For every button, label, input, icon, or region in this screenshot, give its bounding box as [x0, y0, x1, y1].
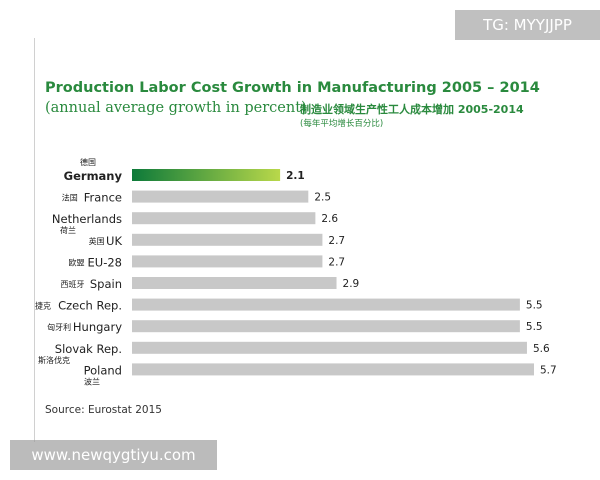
category-label-cn-germany: 德国: [80, 157, 96, 167]
value-label-slovak-rep: 5.6: [533, 343, 550, 355]
category-label-cn-poland: 波兰: [84, 376, 100, 386]
value-label-poland: 5.7: [540, 364, 557, 376]
source-note: Source: Eurostat 2015: [45, 404, 162, 416]
bar-germany: [132, 169, 281, 181]
category-label-netherlands: Netherlands: [52, 212, 122, 226]
bar-netherlands: [132, 212, 316, 225]
bar-spain: [132, 277, 337, 289]
category-label-cn-spain: 西班牙: [61, 279, 85, 289]
chart-title-cn: 制造业领域生产性工人成本增加 2005-2014: [300, 103, 524, 116]
category-label-cn-czech-rep: 捷克: [35, 301, 51, 311]
category-label-poland: Poland: [84, 363, 122, 377]
bar-hungary: [132, 320, 520, 333]
category-label-hungary: Hungary: [73, 320, 122, 334]
value-label-czech-rep: 5.5: [526, 300, 543, 312]
value-label-eu-28: 2.7: [328, 256, 345, 268]
category-label-cn-hungary: 匈牙利: [47, 322, 71, 332]
category-label-cn-france: 法国: [62, 193, 78, 203]
chart-title: Production Labor Cost Growth in Manufact…: [45, 80, 540, 96]
category-label-france: France: [84, 191, 122, 205]
bar-poland: [132, 363, 534, 376]
bar-slovak-rep: [132, 341, 527, 354]
bar-eu-28: [132, 255, 323, 268]
category-label-cn-slovak-rep: 斯洛伐克: [38, 355, 70, 365]
category-label-spain: Spain: [90, 277, 122, 291]
category-label-eu-28: EU-28: [88, 255, 122, 269]
watermark: www.newqygtiyu.com: [10, 440, 217, 470]
value-label-hungary: 5.5: [526, 321, 543, 333]
category-label-czech-rep: Czech Rep.: [58, 299, 122, 313]
chart-subtitle-cn: (每年平均增长百分比): [300, 119, 384, 129]
category-label-uk: UK: [106, 234, 122, 248]
category-label-cn-eu-28: 欧盟: [69, 257, 85, 267]
bar-france: [132, 190, 309, 203]
value-label-spain: 2.9: [343, 278, 360, 290]
value-label-uk: 2.7: [328, 235, 345, 247]
value-label-netherlands: 2.6: [321, 213, 338, 225]
chart-subtitle: (annual average growth in percent): [45, 100, 307, 116]
left-divider-line: [34, 38, 35, 442]
category-label-cn-uk: 英国: [89, 236, 105, 246]
bar-czech-rep: [132, 298, 520, 311]
value-label-germany: 2.1: [286, 170, 305, 182]
bar-uk: [132, 233, 323, 246]
tg-badge: TG: MYYJJPP: [455, 10, 600, 40]
category-label-germany: Germany: [64, 169, 123, 183]
category-label-cn-netherlands: 荷兰: [60, 225, 76, 235]
category-label-slovak-rep: Slovak Rep.: [55, 342, 122, 356]
value-label-france: 2.5: [314, 192, 331, 204]
